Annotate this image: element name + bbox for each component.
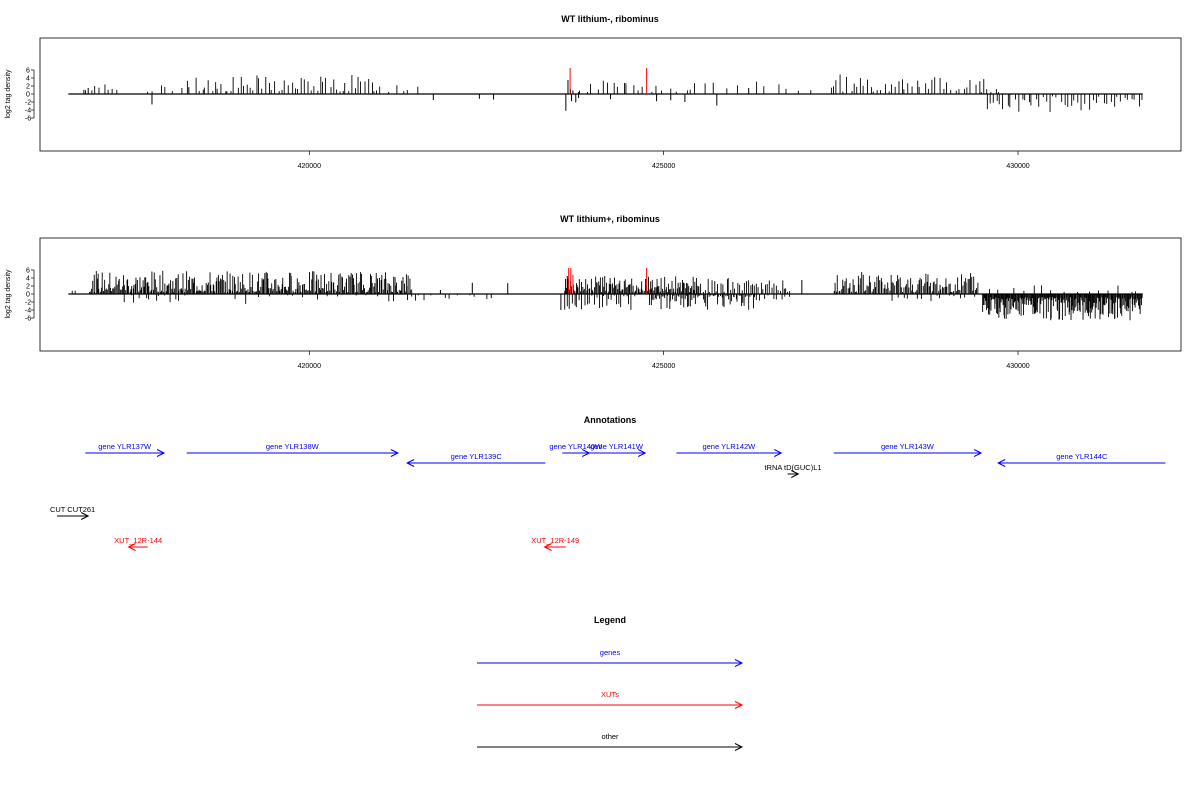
y-tick-label: -2 [25, 300, 31, 307]
annotation-feature: gene YLR138W [186, 442, 400, 457]
annotation-feature: XUT_12R-144 [114, 536, 162, 551]
panel-1-title: WT lithium-, ribominus [561, 14, 659, 24]
panel-1-bars [68, 68, 1143, 113]
track-panel-1: WT lithium-, ribominus log2 tag density … [5, 14, 1182, 170]
arrow-head [405, 459, 415, 467]
legend-items: genes XUTs other [477, 648, 744, 751]
panel-2-bars [68, 268, 1143, 321]
arrow-head [80, 512, 90, 520]
y-tick-label: -2 [25, 100, 31, 107]
arrow-head [543, 543, 552, 551]
annotation-feature: gene YLR139C [405, 452, 546, 467]
panel-2-ylabel: log2 tag density [5, 269, 12, 319]
annotation-feature: tRNA tD(GUC)L1 [764, 463, 822, 478]
panel-2-frame [39, 237, 1182, 352]
panel-1-frame [39, 37, 1182, 152]
arrow-head [390, 449, 400, 457]
feature-label: gene YLR140W [549, 442, 603, 451]
x-tick-label: 420000 [298, 163, 321, 170]
panel-1-x-axis: 420000 425000 430000 [298, 151, 1030, 170]
y-tick-label: 0 [26, 92, 30, 99]
arrow-head [791, 470, 800, 478]
feature-label: CUT CUT261 [50, 505, 95, 514]
legend-entry: genes [477, 648, 744, 667]
y-tick-label: 2 [26, 284, 30, 291]
panel-2-x-axis: 420000 425000 430000 [298, 351, 1030, 370]
y-tick-label: 6 [26, 268, 30, 275]
y-tick-label: -6 [25, 316, 31, 323]
x-tick-label: 430000 [1006, 163, 1029, 170]
legend-entry: other [477, 732, 744, 751]
arrow-head [734, 701, 744, 709]
x-tick-label: 425000 [652, 163, 675, 170]
legend-label: genes [600, 648, 621, 657]
feature-label: gene YLR141W [590, 442, 644, 451]
y-tick-label: 0 [26, 292, 30, 299]
feature-label: gene YLR139C [451, 452, 503, 461]
feature-label: XUT_12R-149 [531, 536, 579, 545]
panel-1-ylabel: log2 tag density [5, 69, 12, 119]
feature-label: XUT_12R-144 [114, 536, 162, 545]
arrow-head [734, 659, 744, 667]
arrow-head [638, 449, 647, 457]
arrow-head [734, 743, 744, 751]
y-tick-label: 6 [26, 68, 30, 75]
y-tick-label: -4 [25, 308, 31, 315]
x-tick-label: 430000 [1006, 363, 1029, 370]
annotation-feature: gene YLR143W [833, 442, 983, 457]
arrow-head [127, 543, 136, 551]
annotations-title: Annotations [584, 415, 637, 425]
feature-label: gene YLR142W [702, 442, 756, 451]
arrow-head [973, 449, 983, 457]
x-tick-label: 425000 [652, 363, 675, 370]
panel-2-title: WT lithium+, ribominus [560, 214, 660, 224]
y-tick-label: -4 [25, 108, 31, 115]
arrow-head [774, 449, 783, 457]
legend-label: XUTs [601, 690, 619, 699]
x-tick-label: 420000 [298, 363, 321, 370]
y-tick-label: 4 [26, 276, 30, 283]
legend-panel: Legend genes XUTs other [477, 615, 744, 751]
feature-label: gene YLR137W [98, 442, 152, 451]
annotation-features: gene YLR137W gene YLR138W gene YLR139C gene… [50, 442, 1166, 551]
annotations-panel: Annotations gene YLR137W gene YLR138Wgene… [50, 415, 1166, 551]
annotation-feature: gene YLR137W [85, 442, 166, 457]
annotation-feature: XUT_12R-149 [531, 536, 579, 551]
y-tick-label: 2 [26, 84, 30, 91]
y-tick-label: 4 [26, 76, 30, 83]
track-panel-2: WT lithium+, ribominus log2 tag density … [5, 214, 1182, 370]
feature-label: gene YLR143W [881, 442, 935, 451]
feature-label: gene YLR144C [1056, 452, 1108, 461]
annotation-feature: gene YLR142W [676, 442, 783, 457]
y-tick-label: -6 [25, 116, 31, 123]
legend-title: Legend [594, 615, 626, 625]
arrow-head [156, 449, 166, 457]
legend-label: other [601, 732, 619, 741]
annotation-feature: CUT CUT261 [50, 505, 95, 520]
feature-label: gene YLR138W [266, 442, 320, 451]
arrow-head [997, 459, 1006, 467]
annotation-feature: gene YLR144C [997, 452, 1166, 467]
legend-entry: XUTs [477, 690, 744, 709]
feature-label: tRNA tD(GUC)L1 [764, 463, 821, 472]
annotation-feature: gene YLR141W [587, 442, 647, 457]
